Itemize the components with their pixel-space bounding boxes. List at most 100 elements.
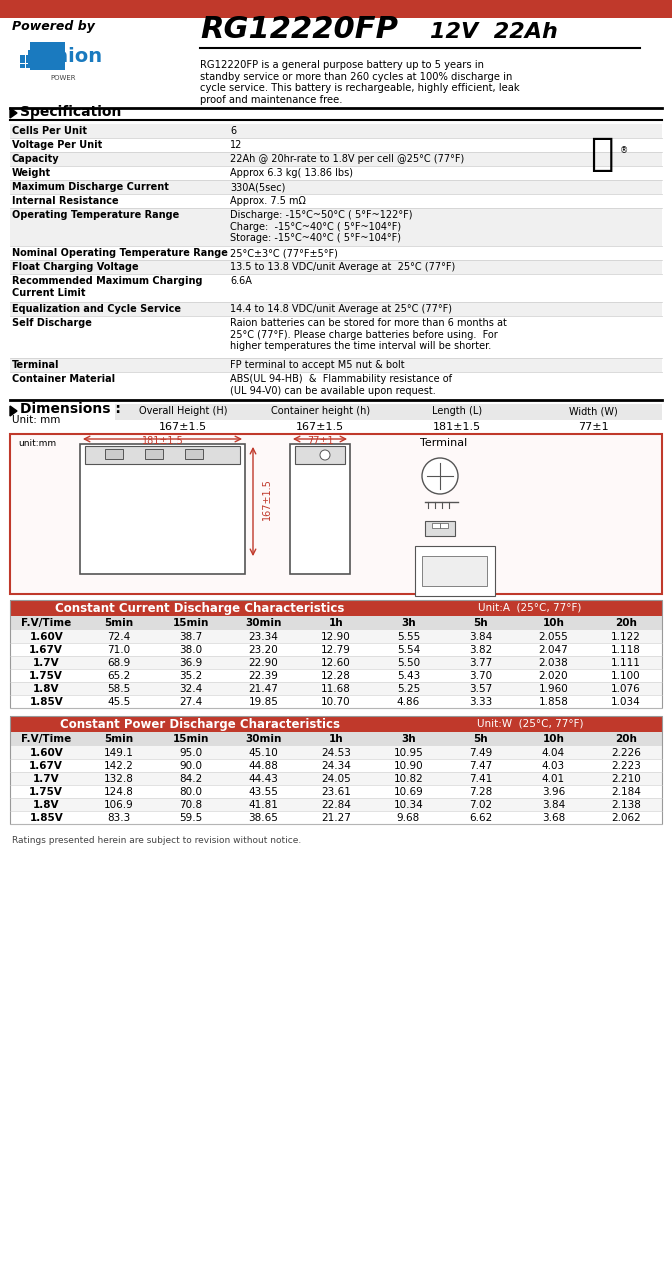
Text: 3.68: 3.68 (542, 813, 565, 823)
Bar (10, 274, 662, 302)
Text: 1.7V: 1.7V (33, 658, 60, 668)
Text: 1.60V: 1.60V (30, 748, 63, 758)
Text: 1.111: 1.111 (611, 658, 640, 668)
Text: 1.85V: 1.85V (30, 698, 63, 707)
Bar (10, 358, 662, 372)
Text: 2.184: 2.184 (611, 787, 640, 797)
Bar (10, 716, 662, 824)
Text: 167±1.5: 167±1.5 (296, 422, 344, 431)
Text: 2.047: 2.047 (538, 645, 569, 655)
Text: Float Charging Voltage: Float Charging Voltage (12, 262, 138, 271)
Text: 5min: 5min (104, 733, 133, 744)
Text: Length (L): Length (L) (432, 406, 482, 416)
Text: 5min: 5min (104, 618, 133, 628)
Text: ABS(UL 94-HB)  &  Flammability resistance of
(UL 94-V0) can be available upon re: ABS(UL 94-HB) & Flammability resistance … (230, 374, 452, 396)
Text: RG12220FP is a general purpose battery up to 5 years in
standby service or more : RG12220FP is a general purpose battery u… (200, 60, 519, 105)
Text: 90.0: 90.0 (179, 762, 203, 771)
Text: 2.210: 2.210 (611, 774, 640, 783)
Text: 9.68: 9.68 (397, 813, 420, 823)
Text: 84.2: 84.2 (179, 774, 203, 783)
Text: 19.85: 19.85 (249, 698, 278, 707)
Text: 36.9: 36.9 (179, 658, 203, 668)
Text: 10.70: 10.70 (321, 698, 351, 707)
Text: 3.84: 3.84 (542, 800, 565, 810)
Text: 30min: 30min (245, 618, 282, 628)
Text: 1.8V: 1.8V (33, 684, 60, 694)
Bar (10, 682, 662, 695)
Text: 2.055: 2.055 (538, 632, 569, 643)
Text: 70.8: 70.8 (179, 800, 203, 810)
Bar (10, 434, 662, 594)
Bar (10, 655, 662, 669)
Bar (295, 445, 345, 463)
Text: Specification: Specification (20, 105, 122, 119)
Text: 24.53: 24.53 (321, 748, 351, 758)
Bar (10, 669, 662, 682)
Text: 10.82: 10.82 (394, 774, 423, 783)
Text: 77±1: 77±1 (579, 422, 609, 431)
Text: 1.960: 1.960 (538, 684, 569, 694)
Text: Ⓢ: Ⓢ (590, 134, 614, 173)
Bar (38, 64, 43, 68)
Text: 3.84: 3.84 (469, 632, 493, 643)
Bar (432, 524, 440, 527)
Text: 1.076: 1.076 (611, 684, 640, 694)
Text: 12V  22Ah: 12V 22Ah (430, 22, 558, 42)
Text: 20h: 20h (615, 733, 636, 744)
Text: 7.47: 7.47 (469, 762, 493, 771)
Bar (115, 420, 662, 434)
Text: 4.86: 4.86 (397, 698, 420, 707)
Text: 71.0: 71.0 (107, 645, 130, 655)
Text: 1.858: 1.858 (538, 698, 569, 707)
Text: 1.100: 1.100 (611, 671, 640, 681)
Text: 4.01: 4.01 (542, 774, 565, 783)
Text: 124.8: 124.8 (103, 787, 134, 797)
Text: 43.55: 43.55 (249, 787, 278, 797)
Bar (10, 372, 662, 399)
Bar (115, 404, 662, 420)
Text: 35.2: 35.2 (179, 671, 203, 681)
Text: 1.118: 1.118 (611, 645, 640, 655)
Text: 83.3: 83.3 (107, 813, 130, 823)
Text: Dimensions :: Dimensions : (20, 402, 121, 416)
Bar (10, 152, 662, 166)
Text: 23.20: 23.20 (249, 645, 278, 655)
Polygon shape (10, 406, 17, 416)
Text: 38.65: 38.65 (249, 813, 278, 823)
Text: Ratings presented herein are subject to revision without notice.: Ratings presented herein are subject to … (12, 836, 301, 845)
Text: 167±1.5: 167±1.5 (159, 422, 208, 431)
Text: 10.95: 10.95 (394, 748, 423, 758)
Bar (440, 524, 448, 527)
Text: 77±1: 77±1 (306, 436, 333, 445)
Bar (10, 695, 662, 708)
Text: Equalization and Cycle Service: Equalization and Cycle Service (12, 303, 181, 314)
Text: 1.122: 1.122 (611, 632, 640, 643)
Bar (10, 207, 662, 246)
Text: 3.82: 3.82 (469, 645, 493, 655)
Text: 22.39: 22.39 (249, 671, 278, 681)
Text: Powered by: Powered by (12, 20, 95, 33)
Text: 3.33: 3.33 (469, 698, 493, 707)
Text: 72.4: 72.4 (107, 632, 130, 643)
Bar (10, 716, 662, 732)
Text: 1.7V: 1.7V (33, 774, 60, 783)
Text: 2.038: 2.038 (538, 658, 569, 668)
Text: FP terminal to accept M5 nut & bolt: FP terminal to accept M5 nut & bolt (230, 360, 405, 370)
Text: 25°C±3°C (77°F±5°F): 25°C±3°C (77°F±5°F) (230, 248, 338, 259)
Text: Operating Temperature Range: Operating Temperature Range (12, 210, 179, 220)
Text: Approx 6.3 kg( 13.86 lbs): Approx 6.3 kg( 13.86 lbs) (230, 168, 353, 178)
Bar (10, 138, 662, 152)
Text: 1.67V: 1.67V (30, 645, 63, 655)
Text: 58.5: 58.5 (107, 684, 130, 694)
Text: 2.062: 2.062 (611, 813, 640, 823)
Text: 1.85V: 1.85V (30, 813, 63, 823)
Bar (10, 732, 662, 746)
Text: Nominal Operating Temperature Range: Nominal Operating Temperature Range (12, 248, 228, 259)
Text: 21.47: 21.47 (249, 684, 278, 694)
Text: 3.77: 3.77 (469, 658, 493, 668)
Text: 3h: 3h (401, 733, 416, 744)
Text: ®: ® (620, 146, 628, 155)
Text: 5.54: 5.54 (397, 645, 420, 655)
Text: 12.28: 12.28 (321, 671, 351, 681)
Text: 44.43: 44.43 (249, 774, 278, 783)
